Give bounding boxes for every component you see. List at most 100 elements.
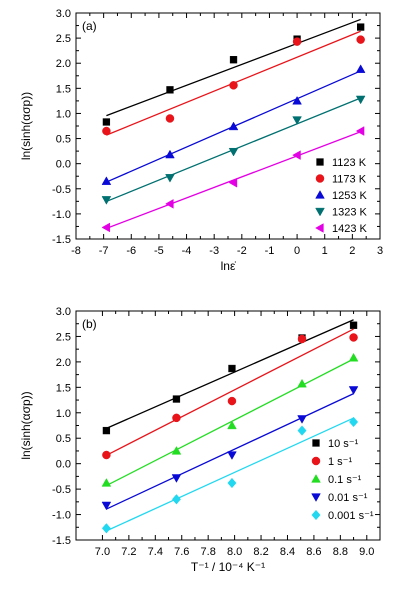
- legend-label: 0.1 s⁻¹: [328, 474, 362, 486]
- x-tick-label: -8: [71, 245, 81, 257]
- x-tick-label: 8.2: [253, 546, 268, 558]
- data-point: [165, 174, 175, 183]
- data-point: [102, 450, 111, 460]
- legend-marker: [315, 223, 324, 233]
- data-point: [292, 37, 302, 46]
- y-tick-label: 3.0: [56, 306, 71, 318]
- x-tick-label: 8.8: [333, 546, 348, 558]
- data-point: [355, 126, 365, 136]
- data-point: [102, 126, 111, 136]
- legend-marker: [312, 439, 320, 447]
- fit-line: [106, 319, 354, 429]
- panel-label: (b): [82, 317, 97, 331]
- legend-label: 1173 K: [332, 174, 367, 186]
- series-4: [101, 416, 359, 534]
- y-tick-label: -1.5: [52, 535, 71, 547]
- y-axis-label: ln(sinh(ασp)): [19, 92, 33, 160]
- series-4: [101, 126, 365, 233]
- y-tick-label: -0.5: [52, 184, 71, 196]
- chart-panel-b: 7.0 7.2 7.4 7.6 7.8 8.0 8.2 8.4 8.6 8.8 9.0 -1.5 -1.…: [19, 306, 381, 574]
- legend-marker: [311, 493, 321, 502]
- y-tick-label: 3.0: [56, 8, 71, 20]
- legend-marker: [316, 158, 324, 166]
- y-tick-label: 2.0: [56, 357, 71, 369]
- y-tick-label: 1.0: [56, 408, 71, 420]
- series-0: [102, 18, 365, 126]
- data-point: [227, 451, 237, 460]
- y-tick-label: 0.0: [56, 459, 71, 471]
- x-tick-label: -7: [99, 245, 109, 257]
- fit-line: [106, 328, 354, 456]
- data-point: [349, 321, 358, 329]
- legend-label: 1423 K: [332, 223, 368, 235]
- legend-marker: [315, 174, 325, 183]
- data-point: [171, 474, 182, 483]
- y-tick-label: -1.0: [52, 510, 71, 522]
- x-tick-label: 7.0: [95, 546, 110, 558]
- x-tick-label: -1: [265, 245, 275, 257]
- y-tick-label: 1.0: [56, 108, 71, 120]
- data-point: [228, 364, 236, 373]
- x-tick-label: -5: [154, 245, 164, 257]
- legend-marker: [311, 456, 321, 466]
- data-point: [349, 416, 359, 428]
- y-tick-label: 0.5: [56, 134, 71, 146]
- x-tick-label: -3: [209, 245, 219, 257]
- data-point: [348, 386, 359, 395]
- data-point: [297, 334, 307, 344]
- data-point: [355, 64, 366, 73]
- x-tick-label: 8.6: [306, 546, 321, 558]
- x-tick-label: 9.0: [359, 546, 374, 558]
- x-tick-label: 8.0: [227, 546, 242, 558]
- data-point: [227, 420, 237, 430]
- legend-marker: [315, 207, 325, 217]
- data-point: [297, 378, 307, 388]
- data-point: [165, 199, 174, 209]
- series-1: [102, 30, 365, 136]
- fit-line: [106, 358, 354, 487]
- data-point: [357, 23, 365, 31]
- data-point: [228, 177, 238, 188]
- y-axis-label: ln(sinh(ασp)): [19, 391, 33, 459]
- data-point: [172, 395, 181, 403]
- series-3: [101, 386, 359, 511]
- legend: 10 s⁻¹ 1 s⁻¹ 0.1 s⁻¹ 0.01 s⁻¹ 0.001 s⁻¹: [311, 438, 374, 522]
- fit-line: [106, 393, 354, 510]
- series-1: [102, 328, 358, 460]
- legend-label: 0.001 s⁻¹: [328, 510, 374, 522]
- x-tick-label: -6: [126, 245, 136, 257]
- legend-marker: [311, 474, 321, 483]
- legend-label: 1 s⁻¹: [328, 456, 352, 468]
- series-2: [101, 352, 359, 487]
- legend-marker: [311, 509, 321, 521]
- data-point: [228, 121, 239, 131]
- data-point: [348, 352, 359, 362]
- data-point: [165, 149, 175, 159]
- data-point: [166, 86, 174, 94]
- data-point: [172, 413, 181, 423]
- x-tick-label: 2: [349, 245, 355, 257]
- data-point: [101, 478, 112, 487]
- fit-line: [106, 417, 354, 532]
- data-point: [297, 415, 307, 424]
- y-tick-label: -0.5: [52, 484, 71, 496]
- data-point: [355, 95, 366, 105]
- x-tick-label: -2: [237, 245, 247, 257]
- y-tick-label: 1.5: [56, 382, 71, 394]
- y-tick-label: -1.5: [52, 234, 71, 246]
- legend-label: 1123 K: [332, 157, 367, 169]
- x-tick-label: 7.8: [201, 546, 216, 558]
- data-point: [171, 446, 182, 455]
- data-point: [292, 116, 302, 125]
- y-tick-label: 2.5: [56, 331, 71, 343]
- plot-frame: [75, 12, 381, 240]
- fit-line: [106, 18, 361, 117]
- data-point: [349, 333, 358, 342]
- x-tick-label: -4: [182, 245, 192, 257]
- series-0: [102, 319, 358, 435]
- data-point: [101, 501, 112, 511]
- data-point: [171, 494, 181, 505]
- data-point: [102, 118, 111, 126]
- data-point: [227, 477, 237, 489]
